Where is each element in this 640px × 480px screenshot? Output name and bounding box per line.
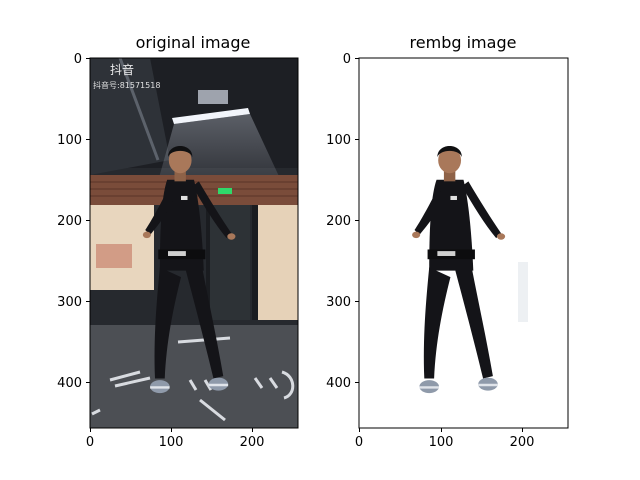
panel-title-rembg: rembg image — [410, 33, 517, 52]
panel-title-original: original image — [136, 33, 251, 52]
tick-label-y-100-rembg: 100 — [326, 133, 351, 148]
tick-label-y-0-rembg: 0 — [343, 52, 351, 67]
tick-label-x-200-rembg: 200 — [510, 435, 535, 450]
tick-label-y-400-rembg: 400 — [326, 376, 351, 391]
tick-label-y-400: 400 — [57, 376, 82, 391]
tick-label-x-100: 100 — [159, 435, 184, 450]
original-image — [90, 58, 298, 428]
tick-label-y-100: 100 — [57, 133, 82, 148]
tick-label-y-200: 200 — [57, 214, 82, 229]
watermark-id: 抖音号:81571518 — [93, 80, 160, 90]
tick-label-x-100-rembg: 100 — [429, 435, 454, 450]
rembg-image — [359, 58, 568, 428]
tick-label-x-0: 0 — [86, 435, 94, 450]
tick-label-x-200: 200 — [240, 435, 265, 450]
tick-label-y-0: 0 — [74, 52, 82, 67]
tick-label-x-0-rembg: 0 — [355, 435, 363, 450]
axes-frame-original — [89, 57, 299, 429]
axes-frame-rembg — [358, 57, 569, 429]
tick-label-y-300: 300 — [57, 295, 82, 310]
tick-label-y-200-rembg: 200 — [326, 214, 351, 229]
tick-label-y-300-rembg: 300 — [326, 295, 351, 310]
watermark-brand: 抖音 — [110, 62, 134, 77]
